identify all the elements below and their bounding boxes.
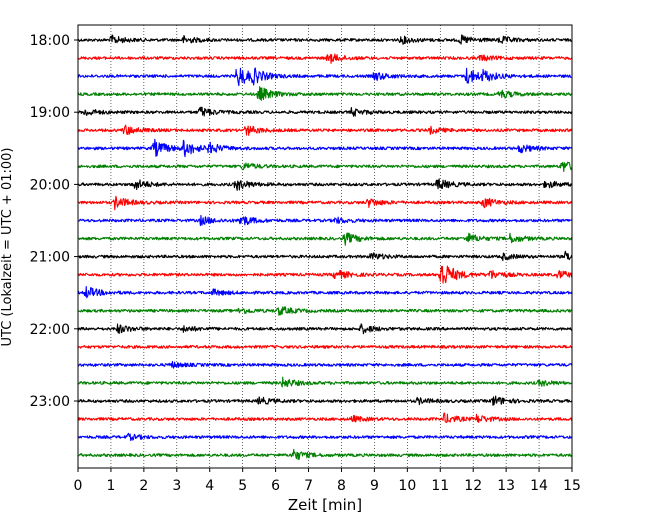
x-tick-label: 3 xyxy=(172,478,181,494)
trace-1945 xyxy=(77,161,573,173)
x-tick-label: 1 xyxy=(106,478,115,494)
y-tick-label: 21:00 xyxy=(30,250,70,266)
y-axis-label: UTC (Lokalzeit = UTC + 01:00) xyxy=(0,148,15,347)
x-tick-label: 12 xyxy=(464,478,482,494)
trace-2245 xyxy=(77,376,573,388)
x-tick-label: 5 xyxy=(238,478,247,494)
trace-2115 xyxy=(77,265,573,284)
trace-2315 xyxy=(77,412,573,424)
trace-2000 xyxy=(77,178,573,191)
trace-2300 xyxy=(77,395,573,406)
x-tick-label: 7 xyxy=(304,478,313,494)
trace-1845 xyxy=(77,86,573,102)
x-tick-label: 4 xyxy=(205,478,214,494)
y-tick-label: 20:00 xyxy=(30,177,70,193)
y-tick-label: 22:00 xyxy=(30,322,70,338)
trace-2030 xyxy=(77,214,573,227)
x-tick-label: 8 xyxy=(337,478,346,494)
x-tick-label: 10 xyxy=(398,478,416,494)
trace-2200 xyxy=(77,323,573,335)
trace-2100 xyxy=(77,250,573,262)
trace-2215 xyxy=(77,344,573,349)
x-axis-ticks: 0 1 2 3 4 5 6 7 8 9 10 11 12 13 14 15 xyxy=(74,468,581,494)
trace-2330 xyxy=(77,432,573,442)
trace-2145 xyxy=(77,306,573,316)
x-tick-label: 9 xyxy=(370,478,379,494)
x-tick-label: 14 xyxy=(530,478,548,494)
y-axis-ticks: 18:00 19:00 20:00 21:00 22:00 23:00 xyxy=(30,33,78,410)
x-tick-label: 11 xyxy=(431,478,449,494)
trace-1815 xyxy=(77,53,573,64)
trace-2015 xyxy=(77,195,573,211)
trace-2345 xyxy=(77,448,573,460)
y-tick-label: 23:00 xyxy=(30,394,70,410)
grid xyxy=(110,25,540,468)
trace-2230 xyxy=(77,360,573,369)
y-tick-label: 19:00 xyxy=(30,105,70,121)
trace-2130 xyxy=(77,286,573,299)
x-tick-label: 2 xyxy=(139,478,148,494)
x-axis-label: Zeit [min] xyxy=(288,496,362,514)
trace-1915 xyxy=(77,124,573,136)
trace-1800 xyxy=(77,34,573,45)
plot-frame xyxy=(77,24,573,469)
trace-1830 xyxy=(77,67,573,87)
trace-2045 xyxy=(77,232,573,246)
x-tick-label: 6 xyxy=(271,478,280,494)
trace-1930 xyxy=(77,138,573,158)
y-tick-label: 18:00 xyxy=(30,33,70,49)
trace-1900 xyxy=(77,106,573,117)
x-tick-label: 0 xyxy=(74,478,83,494)
x-tick-label: 15 xyxy=(563,478,581,494)
traces xyxy=(77,34,573,460)
x-tick-label: 13 xyxy=(497,478,515,494)
